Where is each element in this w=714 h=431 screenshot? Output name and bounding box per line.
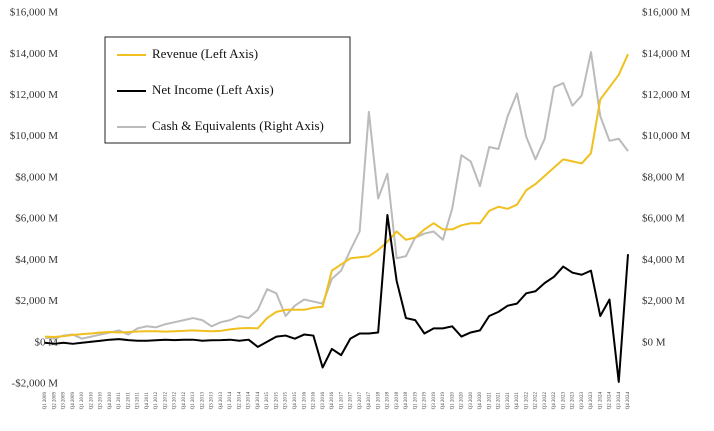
x-tick-label: Q3 2011 bbox=[136, 392, 141, 410]
x-tick-label: Q4 2018 bbox=[404, 392, 409, 410]
x-tick-label: Q2 2013 bbox=[200, 392, 205, 410]
x-tick-label: Q3 2016 bbox=[321, 392, 326, 410]
y2-tick-label: $0 M bbox=[642, 336, 666, 348]
legend-label: Net Income (Left Axis) bbox=[152, 82, 274, 97]
x-tick-label: Q2 2016 bbox=[312, 392, 317, 410]
x-tick-label: Q3 2023 bbox=[580, 392, 585, 410]
y2-tick-label: $10,000 M bbox=[642, 130, 691, 142]
x-tick-label: Q3 2012 bbox=[173, 392, 178, 410]
x-tick-label: Q4 2019 bbox=[441, 392, 446, 410]
y-tick-label: $16,000 M bbox=[10, 7, 59, 19]
x-tick-label: Q1 2024 bbox=[598, 392, 603, 410]
legend-label: Revenue (Left Axis) bbox=[152, 46, 258, 61]
x-tick-label: Q1 2023 bbox=[561, 392, 566, 410]
y-tick-label: $14,000 M bbox=[10, 48, 59, 60]
series-line bbox=[44, 51, 629, 340]
x-tick-label: Q2 2023 bbox=[571, 392, 576, 410]
x-tick-label: Q4 2012 bbox=[182, 392, 187, 410]
y-tick-label: $8,000 M bbox=[15, 171, 58, 183]
legend-label: Cash & Equivalents (Right Axis) bbox=[152, 118, 324, 133]
x-tick-label: Q3 2024 bbox=[617, 392, 622, 410]
y2-tick-label: $6,000 M bbox=[642, 213, 685, 225]
x-tick-label: Q4 2009 bbox=[71, 392, 76, 410]
y-tick-label: $2,000 M bbox=[15, 295, 58, 307]
x-tick-label: Q1 2013 bbox=[191, 392, 196, 410]
x-tick-label: Q3 2022 bbox=[543, 392, 548, 410]
x-tick-label: Q1 2012 bbox=[154, 392, 159, 410]
x-tick-label: Q3 2010 bbox=[99, 392, 104, 410]
x-tick-label: Q1 2011 bbox=[117, 392, 122, 410]
x-tick-label: Q1 2015 bbox=[265, 392, 270, 410]
x-tick-label: Q2 2014 bbox=[237, 392, 242, 410]
y-tick-label: $6,000 M bbox=[15, 213, 58, 225]
x-tick-label: Q4 2021 bbox=[515, 392, 520, 410]
y-tick-label: $10,000 M bbox=[10, 130, 59, 142]
y2-tick-label: $12,000 M bbox=[642, 89, 691, 101]
x-tick-label: Q2 2022 bbox=[534, 392, 539, 410]
x-tick-label: Q4 2015 bbox=[293, 392, 298, 410]
x-tick-label: Q1 2022 bbox=[524, 392, 529, 410]
x-tick-label: Q2 2021 bbox=[497, 392, 502, 410]
x-tick-label: Q3 2018 bbox=[395, 392, 400, 410]
x-tick-label: Q3 2015 bbox=[284, 392, 289, 410]
y-tick-label: -$2,000 M bbox=[12, 378, 59, 390]
x-tick-label: Q4 2014 bbox=[256, 392, 261, 410]
x-tick-label: Q2 2011 bbox=[126, 392, 131, 410]
x-tick-label: Q1 2017 bbox=[339, 392, 344, 410]
x-tick-label: Q4 2020 bbox=[478, 392, 483, 410]
x-tick-label: Q4 2013 bbox=[219, 392, 224, 410]
x-tick-label: Q4 2023 bbox=[589, 392, 594, 410]
x-tick-label: Q3 2019 bbox=[432, 392, 437, 410]
x-tick-label: Q4 2016 bbox=[330, 392, 335, 410]
y2-tick-label: $2,000 M bbox=[642, 295, 685, 307]
x-tick-label: Q1 2009 bbox=[43, 392, 48, 410]
x-tick-label: Q4 2022 bbox=[552, 392, 557, 410]
y2-tick-label: $16,000 M bbox=[642, 7, 691, 19]
series-line bbox=[44, 213, 629, 383]
x-tick-label: Q2 2012 bbox=[163, 392, 168, 410]
x-tick-label: Q3 2021 bbox=[506, 392, 511, 410]
x-tick-label: Q1 2018 bbox=[376, 392, 381, 410]
y2-tick-label: $14,000 M bbox=[642, 48, 691, 60]
x-tick-label: Q4 2010 bbox=[108, 392, 113, 410]
x-tick-label: Q3 2013 bbox=[210, 392, 215, 410]
series-line bbox=[44, 53, 629, 339]
x-tick-label: Q2 2024 bbox=[608, 392, 613, 410]
x-tick-label: Q3 2014 bbox=[247, 392, 252, 410]
x-tick-label: Q1 2020 bbox=[450, 392, 455, 410]
x-tick-label: Q2 2018 bbox=[386, 392, 391, 410]
x-tick-label: Q1 2021 bbox=[487, 392, 492, 410]
x-tick-label: Q2 2010 bbox=[89, 392, 94, 410]
x-tick-label: Q1 2016 bbox=[302, 392, 307, 410]
x-tick-label: Q1 2014 bbox=[228, 392, 233, 410]
x-tick-label: Q2 2017 bbox=[349, 392, 354, 410]
y-tick-label: $4,000 M bbox=[15, 254, 58, 266]
y-tick-label: $12,000 M bbox=[10, 89, 59, 101]
y2-tick-label: $4,000 M bbox=[642, 254, 685, 266]
x-tick-label: Q4 2024 bbox=[626, 392, 631, 410]
x-tick-label: Q3 2020 bbox=[469, 392, 474, 410]
x-tick-label: Q2 2019 bbox=[423, 392, 428, 410]
x-tick-label: Q1 2010 bbox=[80, 392, 85, 410]
x-tick-label: Q3 2017 bbox=[358, 392, 363, 410]
x-tick-label: Q2 2020 bbox=[460, 392, 465, 410]
x-tick-label: Q4 2011 bbox=[145, 392, 150, 410]
x-tick-label: Q2 2009 bbox=[52, 392, 57, 410]
x-tick-label: Q2 2015 bbox=[274, 392, 279, 410]
x-tick-label: Q1 2019 bbox=[413, 392, 418, 410]
x-tick-label: Q4 2017 bbox=[367, 392, 372, 410]
x-tick-label: Q3 2009 bbox=[62, 392, 67, 410]
y2-tick-label: $8,000 M bbox=[642, 171, 685, 183]
